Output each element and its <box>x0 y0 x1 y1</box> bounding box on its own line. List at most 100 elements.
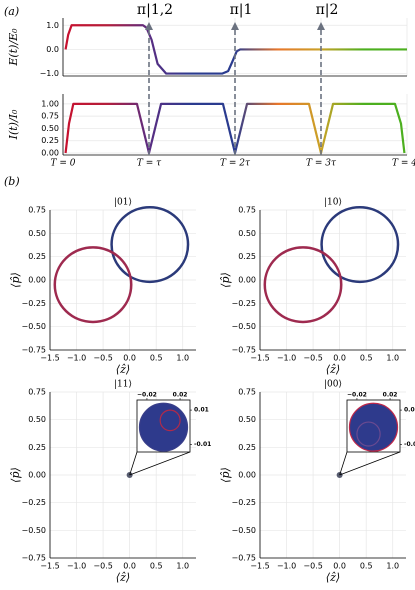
x-axis-label: ⟨ẑ⟩ <box>326 571 340 584</box>
x-tick-label: −1.0 <box>277 562 296 571</box>
y-tick-label: 0.25 <box>28 443 46 452</box>
y-tick-label: 0.75 <box>238 206 256 215</box>
circle-trajectory <box>356 421 381 447</box>
y-axis-label: ⟨p̂⟩ <box>219 272 232 288</box>
circle-trajectory <box>348 402 399 452</box>
y-tick-label: 0.50 <box>238 415 256 424</box>
x-axis-label: ⟨ẑ⟩ <box>116 363 130 376</box>
y-tick-label: −0.25 <box>21 299 46 308</box>
y-tick-label: 1.0 <box>46 21 59 30</box>
x-tick-label: −0.5 <box>303 562 322 571</box>
x-tick-label: −1.5 <box>250 562 269 571</box>
x-tick-label: T = τ <box>137 159 162 169</box>
annotation: π|1,2 <box>137 2 173 18</box>
x-axis-label: ⟨ẑ⟩ <box>326 363 340 376</box>
inset-plot <box>138 402 189 452</box>
inset-y-tick-label: -0.01 <box>404 441 415 448</box>
y-tick-label: 0.00 <box>28 471 46 480</box>
y-tick-label: 0.25 <box>41 136 59 145</box>
zoom-line <box>129 451 138 476</box>
x-tick-label: −1.0 <box>277 354 296 363</box>
x-tick-label: 0.5 <box>150 562 163 571</box>
y-tick-label: −0.50 <box>231 322 256 331</box>
x-tick-label: −0.5 <box>93 354 112 363</box>
y-tick-label: −0.25 <box>231 299 256 308</box>
plot-title: |00⟩ <box>324 380 342 390</box>
y-tick-label: 0.50 <box>28 229 46 238</box>
y-tick-label: 1.00 <box>41 99 59 108</box>
y-axis-label: ⟨p̂⟩ <box>9 467 22 483</box>
annotation: π|1 <box>230 2 253 18</box>
y-tick-label: −0.75 <box>231 554 256 563</box>
inset-x-tick-label: −0.02 <box>137 392 157 399</box>
inset: −0.02 0.02 0.01 -0.01 <box>346 392 415 453</box>
y-tick-label: −0.50 <box>21 526 46 535</box>
x-tick-label: −1.5 <box>250 354 269 363</box>
x-tick-label: 0.0 <box>123 562 136 571</box>
inset-plot <box>348 402 399 452</box>
x-tick-label: 1.0 <box>176 354 189 363</box>
inset-x-tick-label: −0.02 <box>347 392 367 399</box>
y-tick-label: 0.50 <box>41 124 59 133</box>
x-tick-label: −1.0 <box>67 562 86 571</box>
y-tick-label: −0.50 <box>231 526 256 535</box>
inset: −0.02 0.02 0.01 -0.01 <box>136 392 211 453</box>
annotation: π|2 <box>316 2 339 18</box>
circle-trajectory <box>53 246 133 324</box>
x-tick-label: T = 4τ <box>392 159 415 169</box>
y-tick-label: 0.75 <box>238 388 256 397</box>
x-tick-label: 1.0 <box>176 562 189 571</box>
circle-trajectory <box>159 409 181 432</box>
x-axis-label: ⟨ẑ⟩ <box>116 571 130 584</box>
x-tick-label: T = 3τ <box>306 159 337 169</box>
y-tick-label: 0.00 <box>238 276 256 285</box>
inset-x-tick-label: 0.02 <box>173 392 188 399</box>
inset-y-tick-label: 0.01 <box>194 407 209 414</box>
y-axis-label: E(t)/E₀ <box>7 28 20 67</box>
y-tick-label: −1.0 <box>40 69 59 78</box>
y-axis-label: ⟨p̂⟩ <box>219 467 232 483</box>
y-tick-label: 0.00 <box>238 471 256 480</box>
zoom-line <box>339 451 348 476</box>
x-tick-label: −1.5 <box>40 354 59 363</box>
y-tick-label: −0.25 <box>21 498 46 507</box>
x-tick-label: −0.5 <box>93 562 112 571</box>
plot-title: |11⟩ <box>114 380 132 390</box>
y-tick-label: −0.25 <box>231 498 256 507</box>
y-tick-label: 0.50 <box>28 415 46 424</box>
y-tick-label: 0.25 <box>238 252 256 261</box>
x-tick-label: 0.5 <box>360 562 373 571</box>
x-tick-label: 0.5 <box>150 354 163 363</box>
x-tick-label: 0.0 <box>333 354 346 363</box>
x-tick-label: T = 0 <box>51 159 76 169</box>
y-tick-label: 0.75 <box>41 112 59 121</box>
y-tick-label: 0.25 <box>28 252 46 261</box>
y-tick-label: 0.00 <box>28 276 46 285</box>
y-tick-label: 0.0 <box>46 45 59 54</box>
inset-y-tick-label: -0.01 <box>194 441 211 448</box>
x-tick-label: 0.0 <box>123 354 136 363</box>
inset-y-tick-label: 0.01 <box>404 407 415 414</box>
panel-label: (b) <box>4 175 20 188</box>
x-tick-label: 1.0 <box>386 562 399 571</box>
y-tick-label: 0.25 <box>238 443 256 452</box>
plot-title: |10⟩ <box>324 198 342 208</box>
y-tick-label: −0.75 <box>231 346 256 355</box>
x-tick-label: 0.0 <box>333 562 346 571</box>
zoom-line <box>339 451 401 476</box>
circle-trajectory <box>110 205 190 284</box>
y-tick-label: 0.75 <box>28 388 46 397</box>
x-tick-label: −0.5 <box>303 354 322 363</box>
x-tick-label: 0.5 <box>360 354 373 363</box>
y-axis-label: ⟨p̂⟩ <box>9 272 22 288</box>
x-tick-label: T = 2τ <box>220 159 251 169</box>
y-axis-label: I(t)/I₀ <box>7 109 20 140</box>
y-tick-label: −0.75 <box>21 346 46 355</box>
x-tick-label: 1.0 <box>386 354 399 363</box>
y-tick-label: 0.50 <box>238 229 256 238</box>
circle-trajectory <box>320 205 400 284</box>
y-tick-label: 0.75 <box>28 206 46 215</box>
x-tick-label: −1.0 <box>67 354 86 363</box>
y-tick-label: −0.50 <box>21 322 46 331</box>
